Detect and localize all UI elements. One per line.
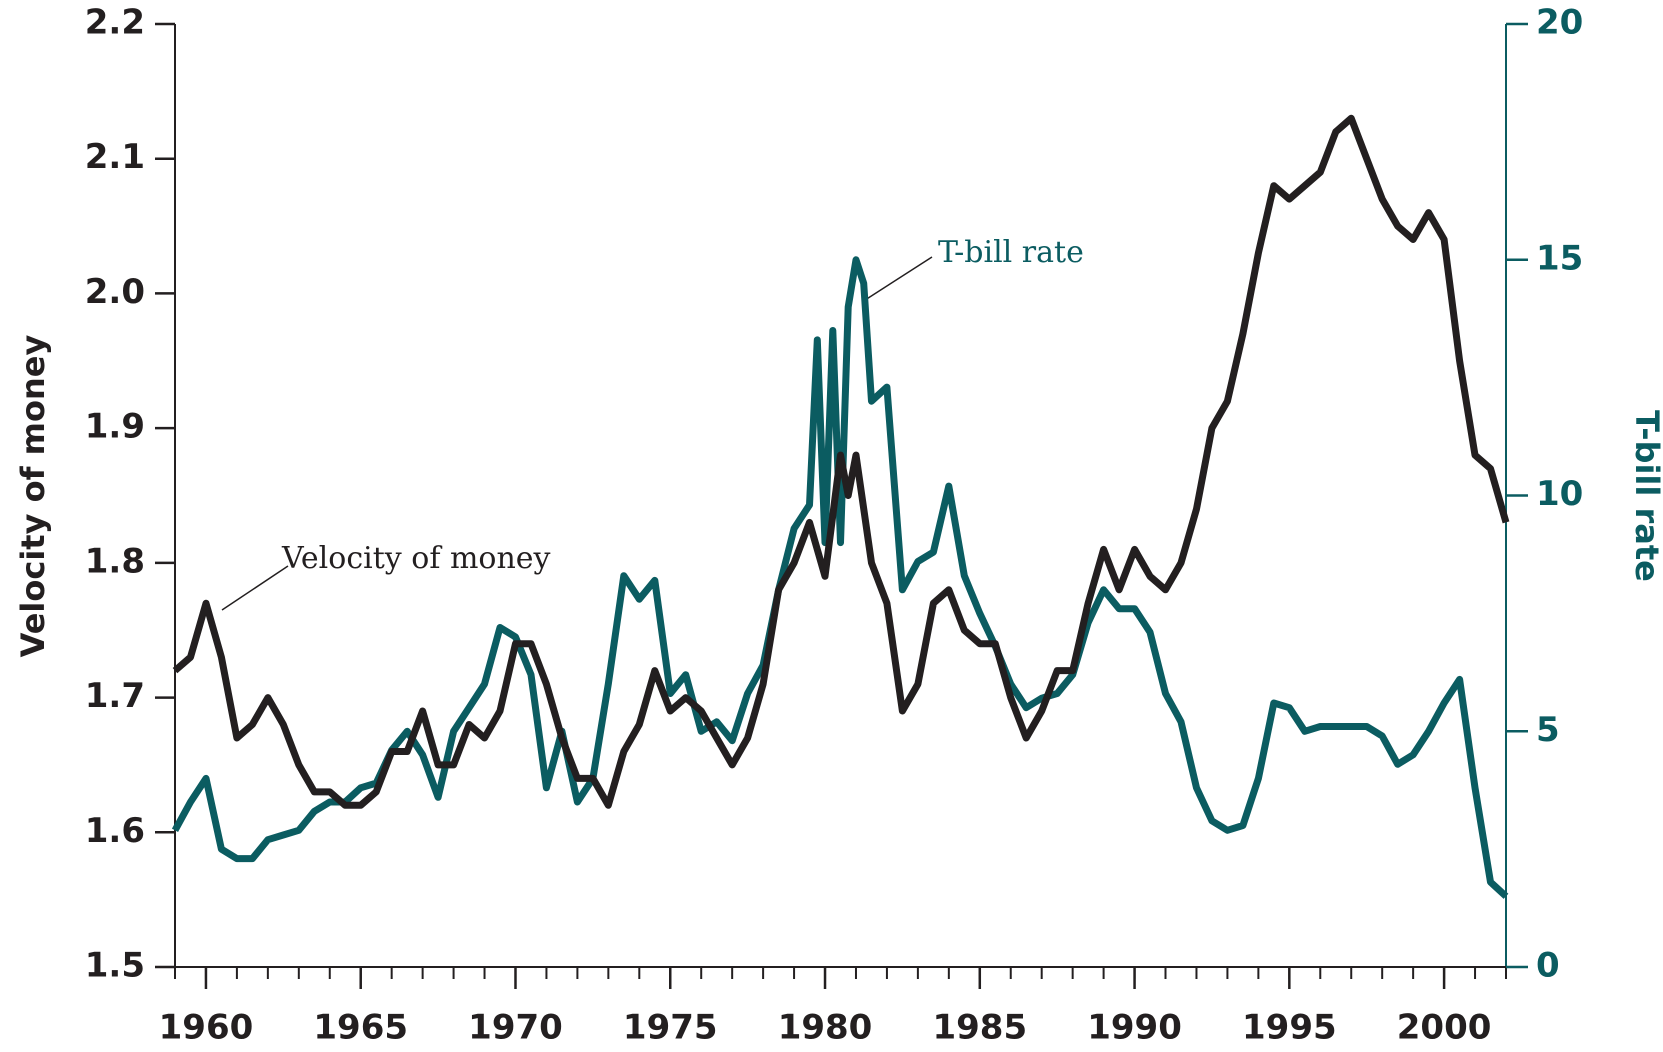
x-tick-label: 1970 bbox=[468, 1008, 563, 1048]
y-tick-label: 2.0 bbox=[85, 272, 145, 312]
leader-line bbox=[861, 256, 933, 303]
y2-tick-label: 5 bbox=[1536, 710, 1560, 750]
y-axis-label: Velocity of money bbox=[14, 335, 52, 658]
y-tick-label: 1.9 bbox=[85, 407, 145, 447]
y2-tick-label: 0 bbox=[1536, 946, 1560, 986]
annotation: T-bill rate bbox=[938, 235, 1084, 270]
y2-tick-label: 20 bbox=[1536, 3, 1583, 43]
y2-axis-label: T-bill rate bbox=[1628, 410, 1663, 582]
annotation: Velocity of money bbox=[281, 541, 551, 576]
y-tick-label: 1.8 bbox=[85, 541, 145, 581]
y-tick-label: 2.1 bbox=[85, 137, 145, 177]
series-line bbox=[172, 114, 1510, 809]
y2-tick-label: 10 bbox=[1536, 474, 1583, 514]
x-tick-label: 1965 bbox=[313, 1008, 408, 1048]
y-tick-label: 2.2 bbox=[85, 3, 145, 43]
y-tick-label: 1.7 bbox=[85, 676, 145, 716]
x-tick-label: 1985 bbox=[932, 1008, 1027, 1048]
y2-tick-label: 15 bbox=[1536, 238, 1583, 278]
x-tick-label: 2000 bbox=[1397, 1008, 1492, 1048]
leader-line bbox=[221, 565, 289, 611]
y-tick-label: 1.6 bbox=[85, 811, 145, 851]
x-tick-label: 1960 bbox=[159, 1008, 254, 1048]
y-tick-label: 1.5 bbox=[85, 946, 145, 986]
x-tick-label: 1990 bbox=[1087, 1008, 1182, 1048]
x-tick-label: 1980 bbox=[778, 1008, 873, 1048]
series-line bbox=[171, 256, 1509, 899]
x-tick-label: 1995 bbox=[1242, 1008, 1337, 1048]
x-tick-label: 1975 bbox=[623, 1008, 718, 1048]
